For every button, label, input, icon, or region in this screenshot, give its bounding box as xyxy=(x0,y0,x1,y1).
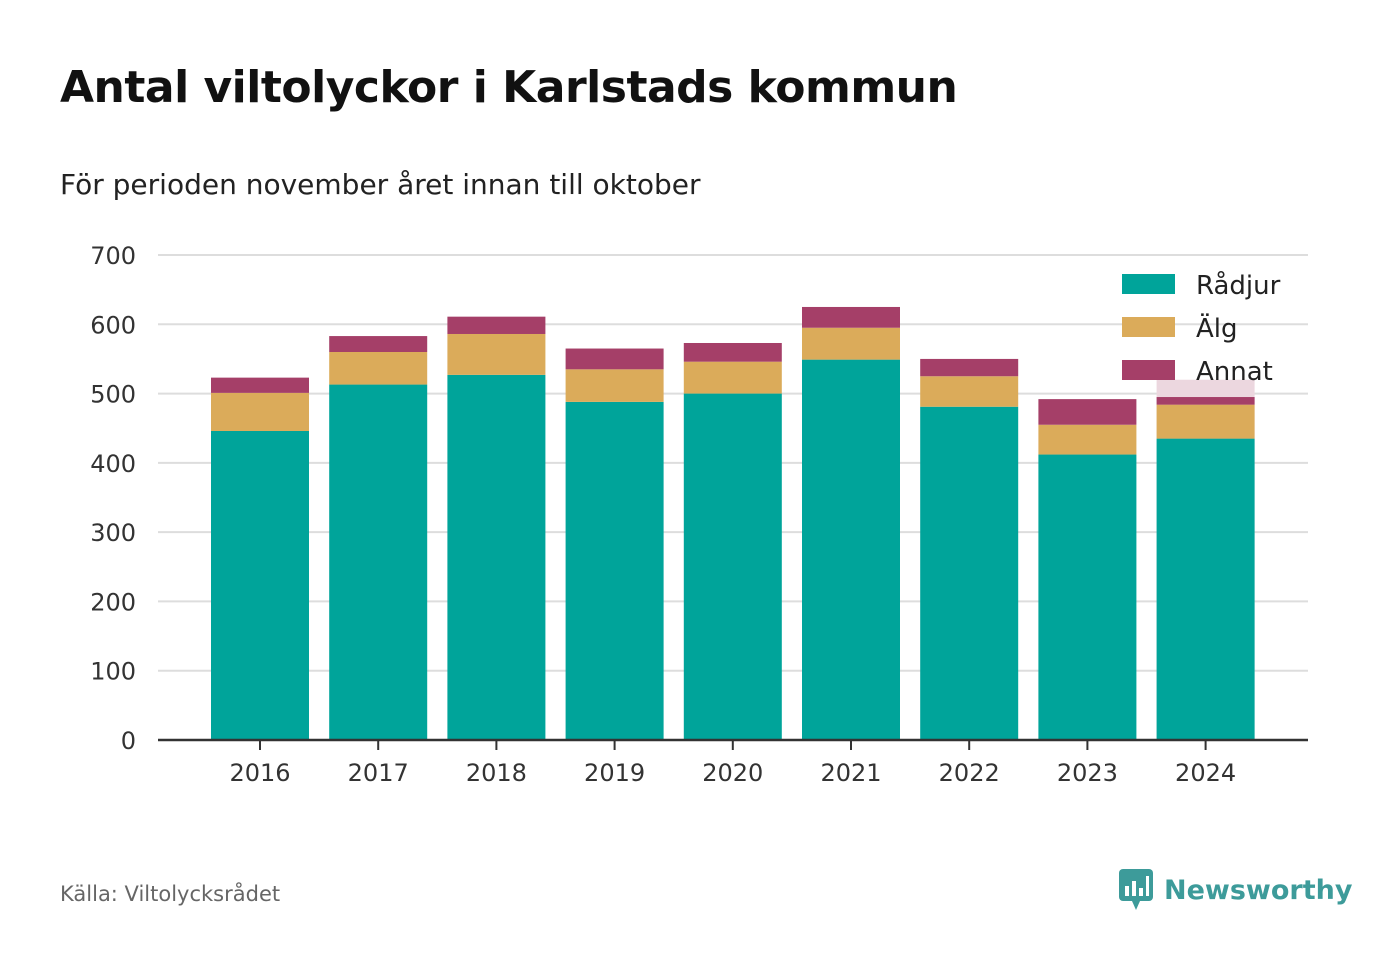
x-tick-label: 2021 xyxy=(820,759,881,787)
y-tick-label: 700 xyxy=(90,242,136,270)
x-tick-label: 2017 xyxy=(348,759,409,787)
legend-swatch xyxy=(1122,317,1175,337)
bar-segment xyxy=(565,369,664,402)
chart-subtitle: För perioden november året innan till ok… xyxy=(60,168,701,201)
legend-swatch xyxy=(1122,274,1175,294)
y-tick-label: 400 xyxy=(90,450,136,478)
bar-segment xyxy=(329,384,428,740)
bar-segment xyxy=(1038,424,1137,455)
y-tick-label: 200 xyxy=(90,588,136,616)
legend-label: Älg xyxy=(1196,312,1238,344)
chart-title: Antal viltolyckor i Karlstads kommun xyxy=(60,62,958,113)
y-tick-label: 100 xyxy=(90,658,136,686)
bar-segment xyxy=(683,361,782,394)
bar-segment xyxy=(211,430,309,740)
legend-label: Rådjur xyxy=(1196,270,1281,301)
x-tick-label: 2023 xyxy=(1057,759,1118,787)
bar-segment xyxy=(211,377,309,393)
bar-segment xyxy=(683,342,782,362)
bar-segment xyxy=(1156,438,1255,740)
bar-segment xyxy=(447,316,546,334)
legend: Rådjur Älg Annat xyxy=(1122,270,1281,387)
y-tick-label: 500 xyxy=(90,381,136,409)
legend-swatch xyxy=(1122,360,1175,380)
bar-segment xyxy=(329,352,428,385)
brand: Newsworthy xyxy=(1118,868,1352,912)
bar-segment xyxy=(802,327,900,360)
bar-segment xyxy=(920,406,1019,740)
bar-segment xyxy=(683,393,782,740)
x-tick-label: 2022 xyxy=(939,759,1000,787)
bar-segment xyxy=(329,336,428,352)
bar-segment xyxy=(565,348,664,370)
x-tick-label: 2016 xyxy=(229,759,290,787)
legend-label: Annat xyxy=(1196,357,1273,387)
x-tick-label: 2018 xyxy=(466,759,527,787)
bar-segment xyxy=(1156,404,1255,439)
bar-segment xyxy=(802,359,900,740)
y-tick-label: 300 xyxy=(90,519,136,547)
bar-segment xyxy=(1038,399,1137,425)
bar-segment xyxy=(1038,454,1137,740)
bar-segment xyxy=(802,306,900,328)
y-tick-label: 600 xyxy=(90,311,136,339)
axes: 0 100 200 300 400 500 600 700 2016 2017 2018 2019 20… xyxy=(90,242,1308,787)
bar-segment xyxy=(447,374,546,740)
bar-segment xyxy=(1156,397,1255,405)
bar-segment xyxy=(447,333,546,375)
bar-segment xyxy=(211,392,309,431)
bar-segment xyxy=(920,376,1019,407)
bar-segment xyxy=(565,401,664,740)
brand-name: Newsworthy xyxy=(1164,874,1353,906)
x-tick-label: 2024 xyxy=(1175,759,1236,787)
x-tick-label: 2020 xyxy=(702,759,763,787)
bars xyxy=(211,306,1255,740)
x-tick-label: 2019 xyxy=(584,759,645,787)
y-tick-label: 0 xyxy=(121,727,136,755)
bar-segment xyxy=(920,358,1019,377)
newsworthy-logo-icon xyxy=(1119,869,1153,910)
source-note: Källa: Viltolycksrådet xyxy=(60,882,281,906)
